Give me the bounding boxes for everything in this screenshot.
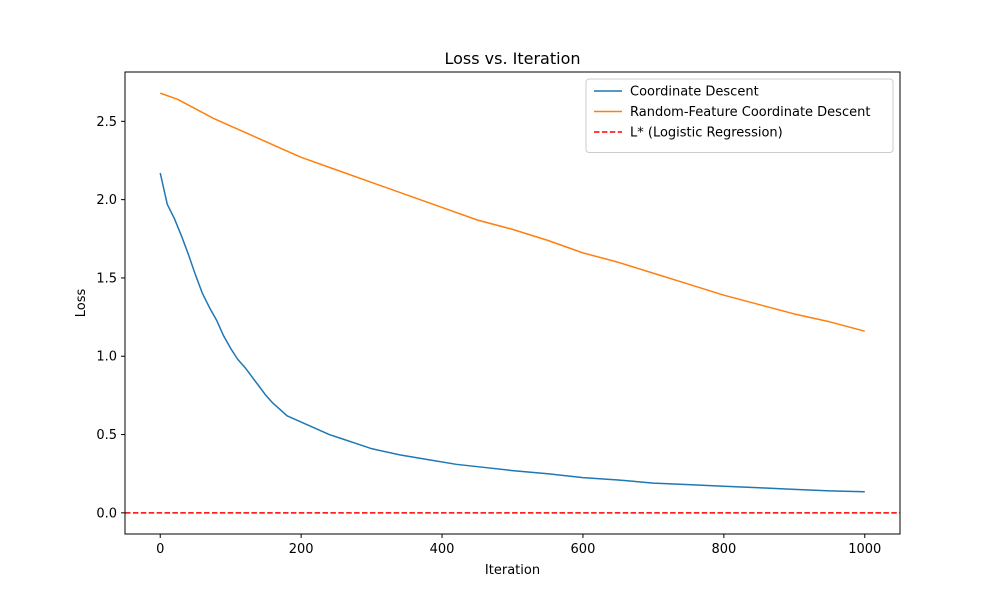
axis-ticks: 0 200 400 600 800 1000 0.0 0.5 1.0 1.5 2.0 2.5 xyxy=(96,115,881,557)
series-line-0 xyxy=(159,172,865,493)
legend-label-1: Random-Feature Coordinate Descent xyxy=(630,105,870,120)
x-tick-label: 600 xyxy=(571,542,596,557)
y-tick-label: 0.5 xyxy=(96,428,117,443)
x-tick-label: 400 xyxy=(430,542,455,557)
y-tick-label: 1.5 xyxy=(96,271,117,286)
series-line-1 xyxy=(159,92,865,332)
legend-box xyxy=(585,78,894,153)
y-tick-label: 2.5 xyxy=(96,115,117,130)
plot-area xyxy=(125,92,900,514)
legend: Coordinate Descent Random-Feature Coordin… xyxy=(585,78,894,153)
x-tick-label: 0 xyxy=(156,542,164,557)
chart-title: Loss vs. Iteration xyxy=(444,49,580,68)
axes-frame xyxy=(124,71,901,535)
y-axis-label: Loss xyxy=(74,289,89,318)
y-tick-label: 1.0 xyxy=(96,350,117,365)
y-tick-label: 2.0 xyxy=(96,193,117,208)
legend-label-0: Coordinate Descent xyxy=(630,85,759,100)
x-tick-label: 1000 xyxy=(848,542,881,557)
legend-label-2: L* (Logistic Regression) xyxy=(630,126,783,141)
x-tick-label: 800 xyxy=(711,542,736,557)
x-tick-label: 200 xyxy=(289,542,314,557)
y-tick-label: 0.0 xyxy=(96,506,117,521)
x-axis-label: Iteration xyxy=(485,563,540,578)
